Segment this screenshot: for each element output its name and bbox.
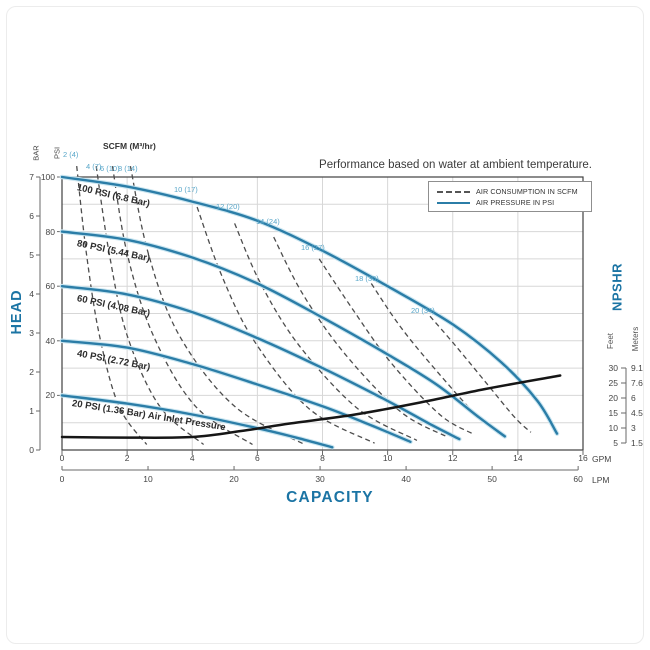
scfm-curve-label: 14 (24) bbox=[256, 217, 280, 226]
lpm-tick-label: 60 bbox=[573, 474, 583, 484]
bar-tick-label: 2 bbox=[29, 367, 34, 377]
air-pressure-curve bbox=[60, 175, 559, 435]
feet-unit-label: Feet bbox=[606, 332, 615, 350]
meters-tick-label: 4.5 bbox=[631, 408, 643, 418]
air-consumption-curve bbox=[95, 166, 205, 445]
right-axis-title-npshr: NPSHR bbox=[609, 262, 625, 312]
meters-tick-label: 7.6 bbox=[631, 378, 643, 388]
gpm-unit-label: GPM bbox=[592, 454, 612, 464]
bar-tick-label: 7 bbox=[29, 172, 34, 182]
scfm-axis-header: SCFM (M³/hr) bbox=[103, 141, 156, 151]
scfm-curve-label: 6 (10) bbox=[100, 164, 120, 173]
legend-item-consumption: AIR CONSUMPTION IN SCFM bbox=[437, 186, 591, 197]
air-pressure-curve bbox=[60, 339, 412, 443]
gpm-tick-label: 2 bbox=[124, 453, 130, 463]
psi-tick-label: 20 bbox=[45, 390, 55, 401]
npshr-curve bbox=[60, 374, 562, 439]
lpm-tick-label: 30 bbox=[315, 474, 325, 484]
solid-line-sample bbox=[437, 201, 470, 204]
lpm-tick-label: 50 bbox=[487, 474, 497, 484]
psi-tick-label: 40 bbox=[45, 335, 55, 346]
air-consumption-curve bbox=[273, 236, 447, 437]
meters-unit-label: Meters bbox=[631, 326, 640, 352]
psi-tick-label: 100 bbox=[40, 172, 55, 182]
feet-tick-label: 5 bbox=[613, 438, 618, 448]
gpm-tick-label: 0 bbox=[59, 453, 65, 463]
bar-tick-label: 3 bbox=[29, 328, 34, 338]
air-consumption-curve bbox=[234, 223, 418, 441]
lpm-tick-label: 10 bbox=[143, 474, 153, 484]
lpm-unit-label: LPM bbox=[592, 475, 610, 485]
legend-box: AIR CONSUMPTION IN SCFM AIR PRESSURE IN … bbox=[428, 181, 592, 212]
air-consumption-curve bbox=[76, 166, 148, 445]
air-consumption-curve bbox=[196, 206, 375, 444]
gpm-tick-label: 10 bbox=[382, 453, 393, 463]
bar-tick-label: 6 bbox=[29, 211, 34, 221]
air-pressure-curve bbox=[60, 285, 461, 441]
scfm-curve-label: 18 (30) bbox=[355, 274, 379, 283]
chart-title: Performance based on water at ambient te… bbox=[319, 159, 592, 171]
bar-tick-label: 1 bbox=[29, 406, 34, 416]
lpm-tick-label: 20 bbox=[229, 474, 239, 484]
scfm-curve-label: 4 (7) bbox=[86, 162, 102, 171]
meters-tick-label: 6 bbox=[631, 393, 636, 403]
scfm-curve-label: 20 (34) bbox=[411, 306, 435, 315]
gpm-tick-label: 6 bbox=[255, 453, 260, 463]
scfm-curve-label: 12 (20) bbox=[216, 202, 240, 211]
dashed-line-sample bbox=[437, 190, 470, 193]
gpm-tick-label: 14 bbox=[513, 453, 523, 463]
x-axis-title-capacity: CAPACITY bbox=[286, 489, 374, 506]
lpm-tick-label: 40 bbox=[401, 474, 411, 484]
air-consumption-curve bbox=[429, 315, 532, 433]
legend-item-pressure: AIR PRESSURE IN PSI bbox=[437, 197, 591, 208]
air-pressure-curve bbox=[60, 230, 506, 438]
psi-tick-label: 60 bbox=[45, 281, 55, 292]
feet-tick-label: 25 bbox=[608, 378, 618, 388]
gpm-tick-label: 4 bbox=[189, 453, 195, 463]
feet-tick-label: 20 bbox=[608, 393, 618, 403]
lpm-tick-label: 0 bbox=[59, 474, 65, 484]
bar-tick-label: 4 bbox=[29, 289, 34, 299]
scfm-curve-label: 10 (17) bbox=[174, 185, 198, 194]
gpm-tick-label: 16 bbox=[578, 453, 588, 463]
gpm-tick-label: 8 bbox=[320, 453, 325, 463]
psi-unit-label: PSI bbox=[52, 146, 62, 160]
scfm-curve-label: 8 (14) bbox=[118, 164, 138, 173]
feet-tick-label: 15 bbox=[608, 408, 618, 418]
gpm-tick-label: 12 bbox=[448, 453, 458, 463]
psi-tick-label: 80 bbox=[45, 226, 55, 237]
legend-label: AIR CONSUMPTION IN SCFM bbox=[476, 187, 578, 196]
bar-tick-label: 5 bbox=[29, 250, 34, 260]
scfm-curve-label: 16 (27) bbox=[301, 243, 325, 252]
bar-unit-label: BAR bbox=[31, 145, 41, 161]
feet-tick-label: 10 bbox=[608, 423, 618, 433]
meters-tick-label: 1.5 bbox=[631, 438, 643, 448]
feet-tick-label: 30 bbox=[608, 363, 618, 373]
air-pressure-curve bbox=[60, 394, 334, 449]
meters-tick-label: 9.1 bbox=[631, 363, 643, 373]
scfm-curve-label: 2 (4) bbox=[63, 150, 79, 159]
meters-tick-label: 3 bbox=[631, 423, 636, 433]
legend-label: AIR PRESSURE IN PSI bbox=[476, 198, 555, 207]
bar-tick-label: 0 bbox=[29, 445, 34, 455]
